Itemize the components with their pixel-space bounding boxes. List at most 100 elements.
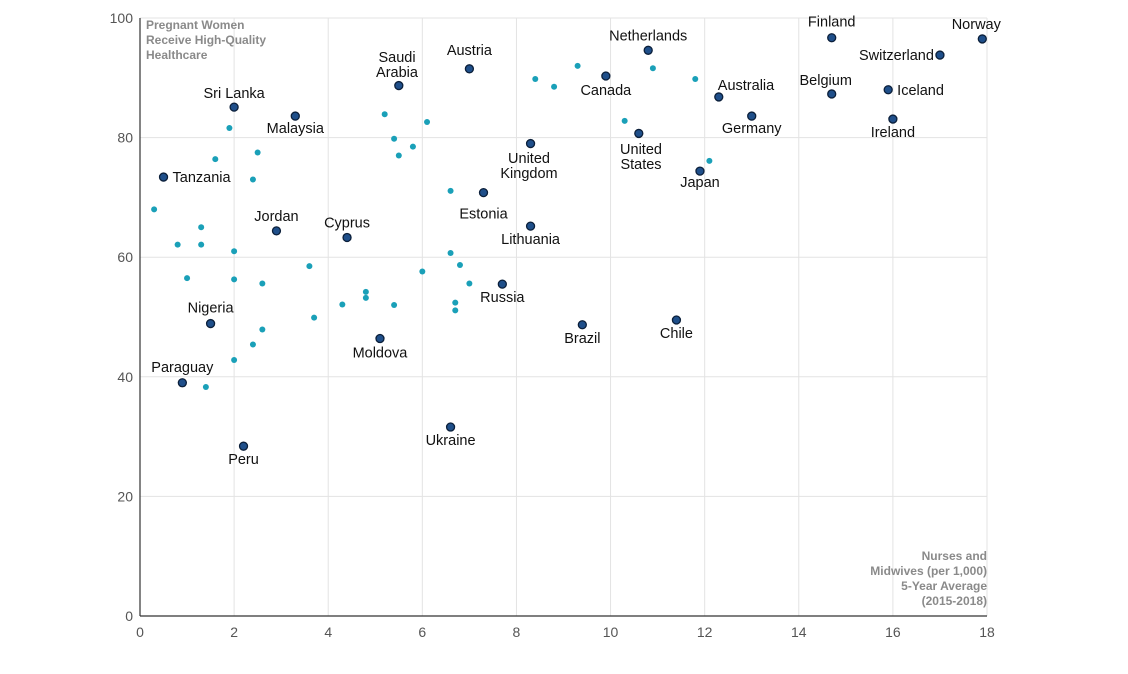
label-switzerland: Switzerland (859, 48, 934, 64)
label-netherlands: Netherlands (609, 28, 687, 44)
data-point (447, 187, 454, 194)
x-tick-label: 12 (697, 624, 713, 640)
y-axis-note: Pregnant Women Receive High-Quality Health… (146, 18, 266, 62)
x-tick-label: 16 (885, 624, 901, 640)
label-brazil: Brazil (564, 331, 600, 347)
labeled-data-point (525, 138, 536, 149)
data-point (452, 307, 459, 314)
data-point (249, 341, 256, 348)
data-point (447, 250, 454, 257)
data-point (466, 280, 473, 287)
x-tick-label: 18 (979, 624, 995, 640)
label-ireland: Ireland (871, 125, 915, 141)
data-point (409, 143, 416, 150)
label-estonia: Estonia (459, 207, 508, 223)
data-point (424, 119, 431, 126)
data-point (231, 248, 238, 255)
data-point (381, 111, 388, 118)
label-malaysia: Malaysia (267, 121, 325, 137)
label-norway: Norway (952, 17, 1002, 33)
data-point (202, 383, 209, 390)
x-tick-label: 4 (324, 624, 332, 640)
labeled-data-point (238, 441, 249, 451)
x-tick-label: 14 (791, 624, 807, 640)
labeled-data-point (205, 318, 216, 329)
labeled-data-point (394, 80, 404, 91)
labeled-data-point (643, 45, 653, 55)
data-point (311, 314, 318, 321)
data-point (226, 125, 233, 132)
x-tick-label: 2 (230, 624, 238, 640)
labeled-data-point (827, 89, 837, 99)
label-united-kingdom: United Kingdom (500, 151, 557, 182)
label-moldova: Moldova (353, 346, 409, 362)
data-point (212, 156, 219, 163)
labeled-data-point (671, 315, 682, 325)
labeled-data-point (525, 221, 536, 231)
labeled-data-point (177, 378, 188, 388)
data-point (391, 135, 398, 142)
label-lithuania: Lithuania (501, 232, 561, 248)
data-point (362, 294, 369, 301)
y-tick-label: 0 (125, 608, 133, 624)
data-point (395, 152, 402, 159)
data-point (259, 326, 266, 333)
data-point (419, 268, 426, 275)
label-united-states: United States (620, 142, 662, 173)
labeled-data-point (935, 50, 945, 60)
data-point (621, 117, 628, 124)
y-tick-label: 80 (117, 130, 133, 146)
label-paraguay: Paraguay (151, 360, 214, 376)
data-point (649, 65, 656, 72)
labeled-data-point (497, 279, 507, 289)
label-jordan: Jordan (254, 209, 298, 225)
labeled-data-point (229, 102, 239, 112)
labeled-data-point (977, 34, 987, 44)
x-tick-label: 6 (418, 624, 426, 640)
labeled-data-point (375, 333, 385, 344)
labeled-data-point (464, 64, 475, 74)
labeled-data-point (601, 71, 611, 81)
label-russia: Russia (480, 290, 525, 306)
label-japan: Japan (680, 175, 720, 191)
label-belgium: Belgium (800, 73, 852, 89)
data-point (532, 75, 539, 82)
data-point (391, 302, 398, 309)
labeled-data-point (445, 422, 456, 432)
data-point (254, 149, 261, 156)
y-tick-label: 100 (110, 10, 134, 26)
data-point (362, 288, 369, 295)
y-tick-label: 60 (117, 249, 133, 265)
data-point (692, 75, 699, 82)
labeled-data-point (747, 111, 757, 121)
grid-layer (140, 17, 988, 616)
data-point (551, 83, 558, 90)
data-point (198, 241, 205, 248)
labeled-data-point (290, 111, 300, 121)
label-finland: Finland (808, 15, 856, 31)
y-tick-label: 40 (117, 369, 133, 385)
labeled-data-point (883, 85, 893, 95)
data-point (306, 263, 313, 270)
data-point (231, 276, 238, 283)
data-point (184, 275, 191, 282)
y-tick-label: 20 (117, 488, 133, 504)
label-tanzania: Tanzania (173, 170, 232, 186)
data-point (198, 224, 205, 231)
data-point (151, 206, 158, 213)
labeled-data-point (827, 33, 837, 43)
data-point (574, 62, 581, 69)
x-tick-label: 8 (513, 624, 521, 640)
labeled-data-point (478, 187, 489, 198)
data-point (706, 157, 713, 164)
labeled-data-point (695, 166, 705, 176)
labeled-data-point (158, 172, 169, 182)
label-peru: Peru (228, 452, 259, 468)
label-sri-lanka: Sri Lanka (203, 86, 265, 102)
data-point (339, 301, 346, 308)
label-cyprus: Cyprus (324, 215, 370, 231)
data-point (249, 176, 256, 183)
label-nigeria: Nigeria (188, 301, 235, 317)
label-canada: Canada (580, 83, 632, 99)
